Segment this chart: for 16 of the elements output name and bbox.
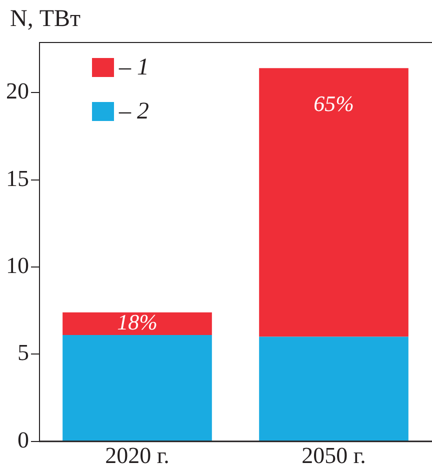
bar	[62, 335, 212, 441]
y-tick-label: 20	[6, 78, 29, 104]
x-tick-label: 2050 г.	[302, 443, 366, 468]
y-tick-label: 15	[6, 166, 29, 191]
y-tick-label: 5	[18, 340, 29, 366]
y-axis-title: N, ТВт	[10, 6, 81, 32]
annotation: 65%	[314, 90, 354, 116]
y-tick-label: 10	[6, 253, 29, 278]
bar	[259, 336, 408, 441]
legend-label: – 1	[118, 54, 149, 80]
annotation: 18%	[117, 309, 158, 334]
bar	[62, 312, 212, 336]
legend-label: – 2	[118, 98, 149, 124]
bar	[259, 68, 408, 337]
y-tick-label: 0	[18, 427, 29, 452]
x-tick-label: 2020 г.	[105, 443, 170, 468]
